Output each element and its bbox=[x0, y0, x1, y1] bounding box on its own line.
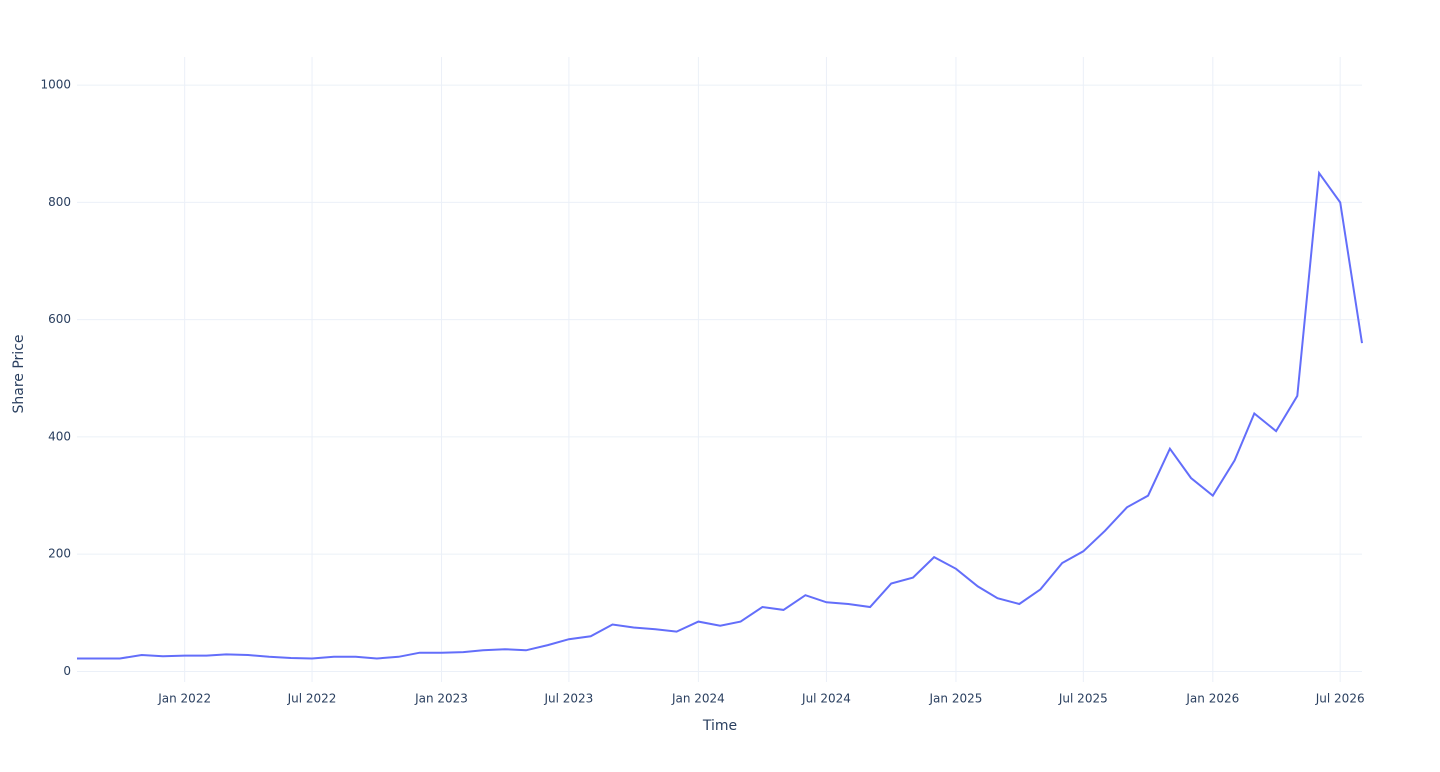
y-tick-label: 1000 bbox=[40, 78, 71, 92]
y-tick-label: 0 bbox=[63, 664, 71, 678]
x-tick-label: Jan 2023 bbox=[414, 692, 468, 706]
y-tick-label: 200 bbox=[48, 547, 71, 561]
x-tick-label: Jul 2026 bbox=[1315, 692, 1365, 706]
x-tick-label: Jul 2025 bbox=[1058, 692, 1108, 706]
x-tick-label: Jul 2022 bbox=[287, 692, 337, 706]
y-tick-label: 400 bbox=[48, 429, 71, 443]
y-tick-label: 800 bbox=[48, 195, 71, 209]
x-tick-label: Jan 2022 bbox=[157, 692, 211, 706]
y-tick-label: 600 bbox=[48, 312, 71, 326]
x-tick-label: Jul 2024 bbox=[801, 692, 851, 706]
x-axis-label: Time bbox=[702, 718, 737, 734]
x-tick-label: Jan 2024 bbox=[671, 692, 725, 706]
line bbox=[77, 170, 1363, 660]
x-tick-label: Jan 2025 bbox=[929, 692, 983, 706]
y-axis-label: Share Price bbox=[11, 334, 27, 413]
x-tick-label: Jul 2023 bbox=[543, 692, 593, 706]
x-tick-label: Jan 2026 bbox=[1185, 692, 1239, 706]
